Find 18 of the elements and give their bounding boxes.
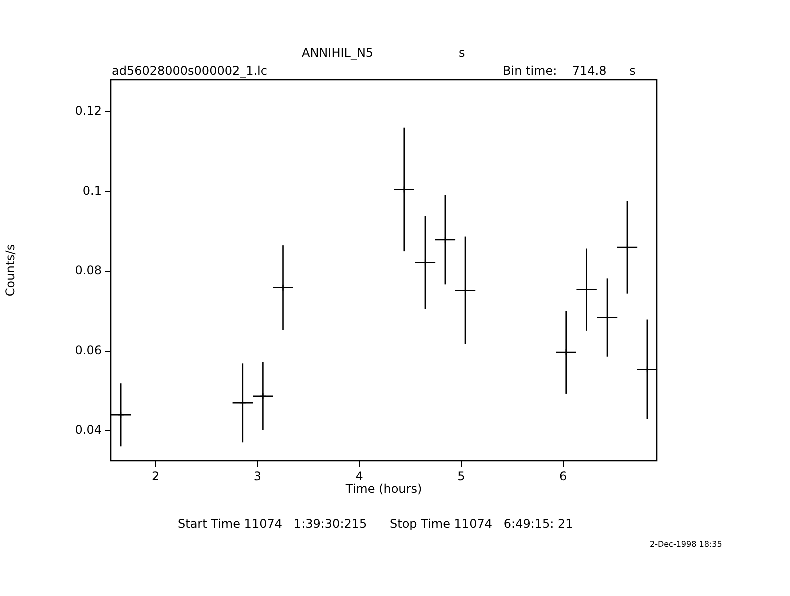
x-tick-label: 4 [356, 469, 364, 484]
y-tick-label: 0.08 [75, 264, 102, 278]
y-tick-label: 0.04 [75, 423, 102, 438]
text: s [459, 46, 466, 60]
text: Start Time 11074 1:39:30:215 Stop Time 11074 6:49:15: 21 [178, 517, 574, 531]
y-tick-label: 0.1 [82, 184, 102, 198]
chart-subtitle: ad56028000s000002_1.lc [112, 64, 268, 78]
text: Bin time: 714.8 s [503, 64, 636, 78]
x-tick-label: 2 [152, 469, 160, 484]
x-tick-label: 3 [254, 469, 262, 484]
text: 2-Dec-1998 18:35 [650, 540, 722, 549]
y-tick-label: 0.12 [75, 104, 102, 118]
x-axis-title: Time (hours) [344, 482, 422, 496]
x-tick-label: 5 [458, 469, 466, 484]
y-axis-title: Counts/s [3, 244, 18, 297]
chart-title: ANNIHIL_N5 [302, 46, 374, 60]
x-tick-label: 6 [559, 469, 568, 484]
y-tick-label: 0.06 [75, 343, 102, 358]
